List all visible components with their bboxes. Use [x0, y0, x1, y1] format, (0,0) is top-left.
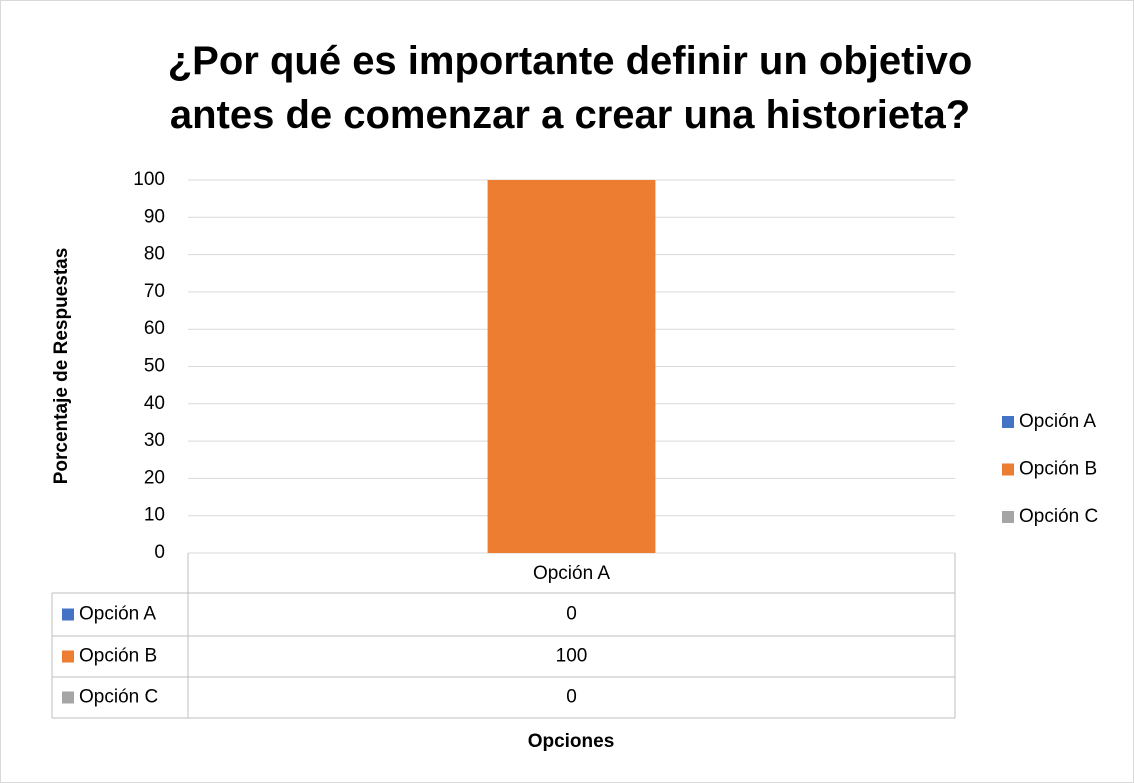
table-legend-key	[62, 691, 74, 704]
x-axis-label: Opciones	[528, 731, 615, 752]
y-tick-label: 10	[144, 505, 165, 526]
table-legend-key	[62, 608, 74, 621]
table-value: 0	[566, 687, 577, 708]
table-series-name: Opción B	[79, 646, 157, 667]
table-value: 100	[556, 646, 588, 667]
y-tick-label: 40	[144, 393, 165, 414]
y-tick-label: 60	[144, 318, 165, 339]
y-tick-label: 20	[144, 467, 165, 488]
y-tick-label: 70	[144, 281, 165, 302]
y-tick-label: 0	[154, 542, 165, 563]
legend-key	[1002, 416, 1014, 428]
y-tick-label: 80	[144, 244, 165, 265]
legend-label: Opción B	[1019, 459, 1097, 480]
table-series-name: Opción A	[79, 604, 156, 625]
chart-title: ¿Por qué es importante definir un objeti…	[167, 39, 973, 137]
y-tick-label: 100	[133, 169, 165, 190]
x-tick-label: Opción A	[533, 563, 610, 584]
y-axis-label: Porcentaje de Respuestas	[51, 248, 72, 485]
table-legend-key	[62, 650, 74, 663]
bar	[487, 180, 656, 553]
legend-key	[1002, 511, 1014, 523]
y-tick-label: 30	[144, 430, 165, 451]
y-tick-label: 90	[144, 206, 165, 227]
table-series-name: Opción C	[79, 687, 158, 708]
y-tick-label: 50	[144, 356, 165, 377]
table-value: 0	[566, 604, 577, 625]
legend-label: Opción C	[1019, 506, 1098, 527]
legend-label: Opción A	[1019, 411, 1096, 432]
legend-key	[1002, 463, 1014, 476]
